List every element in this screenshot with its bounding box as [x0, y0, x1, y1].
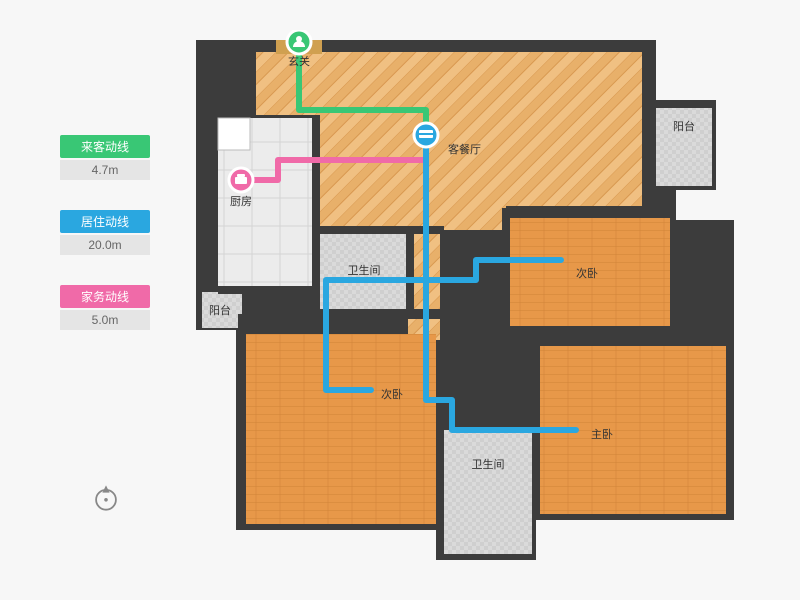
label-bath1: 卫生间 [348, 263, 381, 277]
label-bath2: 卫生间 [472, 457, 505, 471]
legend-value: 20.0m [60, 235, 150, 255]
legend-item-guest: 来客动线 4.7m [60, 135, 150, 180]
legend-value: 4.7m [60, 160, 150, 180]
label-bed2a: 次卧 [576, 266, 598, 280]
room-bath2 [444, 430, 532, 554]
label-bed2b: 次卧 [381, 387, 403, 401]
floorplan-stage: 来客动线 4.7m 居住动线 20.0m 家务动线 5.0m [0, 0, 800, 600]
label-living: 客餐厅 [448, 142, 481, 156]
legend-value: 5.0m [60, 310, 150, 330]
compass-icon [88, 480, 124, 516]
label-balcony-r: 阳台 [673, 119, 695, 133]
floorplan-svg: 玄关 厨房 客餐厅 阳台 阳台 卫生间 卫生间 次卧 次卧 主卧 [196, 30, 756, 570]
label-kitchen: 厨房 [230, 195, 252, 208]
label-balcony-l: 阳台 [209, 303, 231, 317]
legend-item-live: 居住动线 20.0m [60, 210, 150, 255]
legend-label: 来客动线 [60, 135, 150, 158]
kitchen-sink [218, 118, 250, 150]
legend-label: 家务动线 [60, 285, 150, 308]
room-balcony-right [656, 108, 712, 186]
room-bed-left [246, 334, 436, 524]
label-entrance: 玄关 [288, 54, 310, 68]
legend: 来客动线 4.7m 居住动线 20.0m 家务动线 5.0m [60, 135, 150, 360]
legend-label: 居住动线 [60, 210, 150, 233]
legend-item-chore: 家务动线 5.0m [60, 285, 150, 330]
label-master: 主卧 [591, 428, 613, 441]
